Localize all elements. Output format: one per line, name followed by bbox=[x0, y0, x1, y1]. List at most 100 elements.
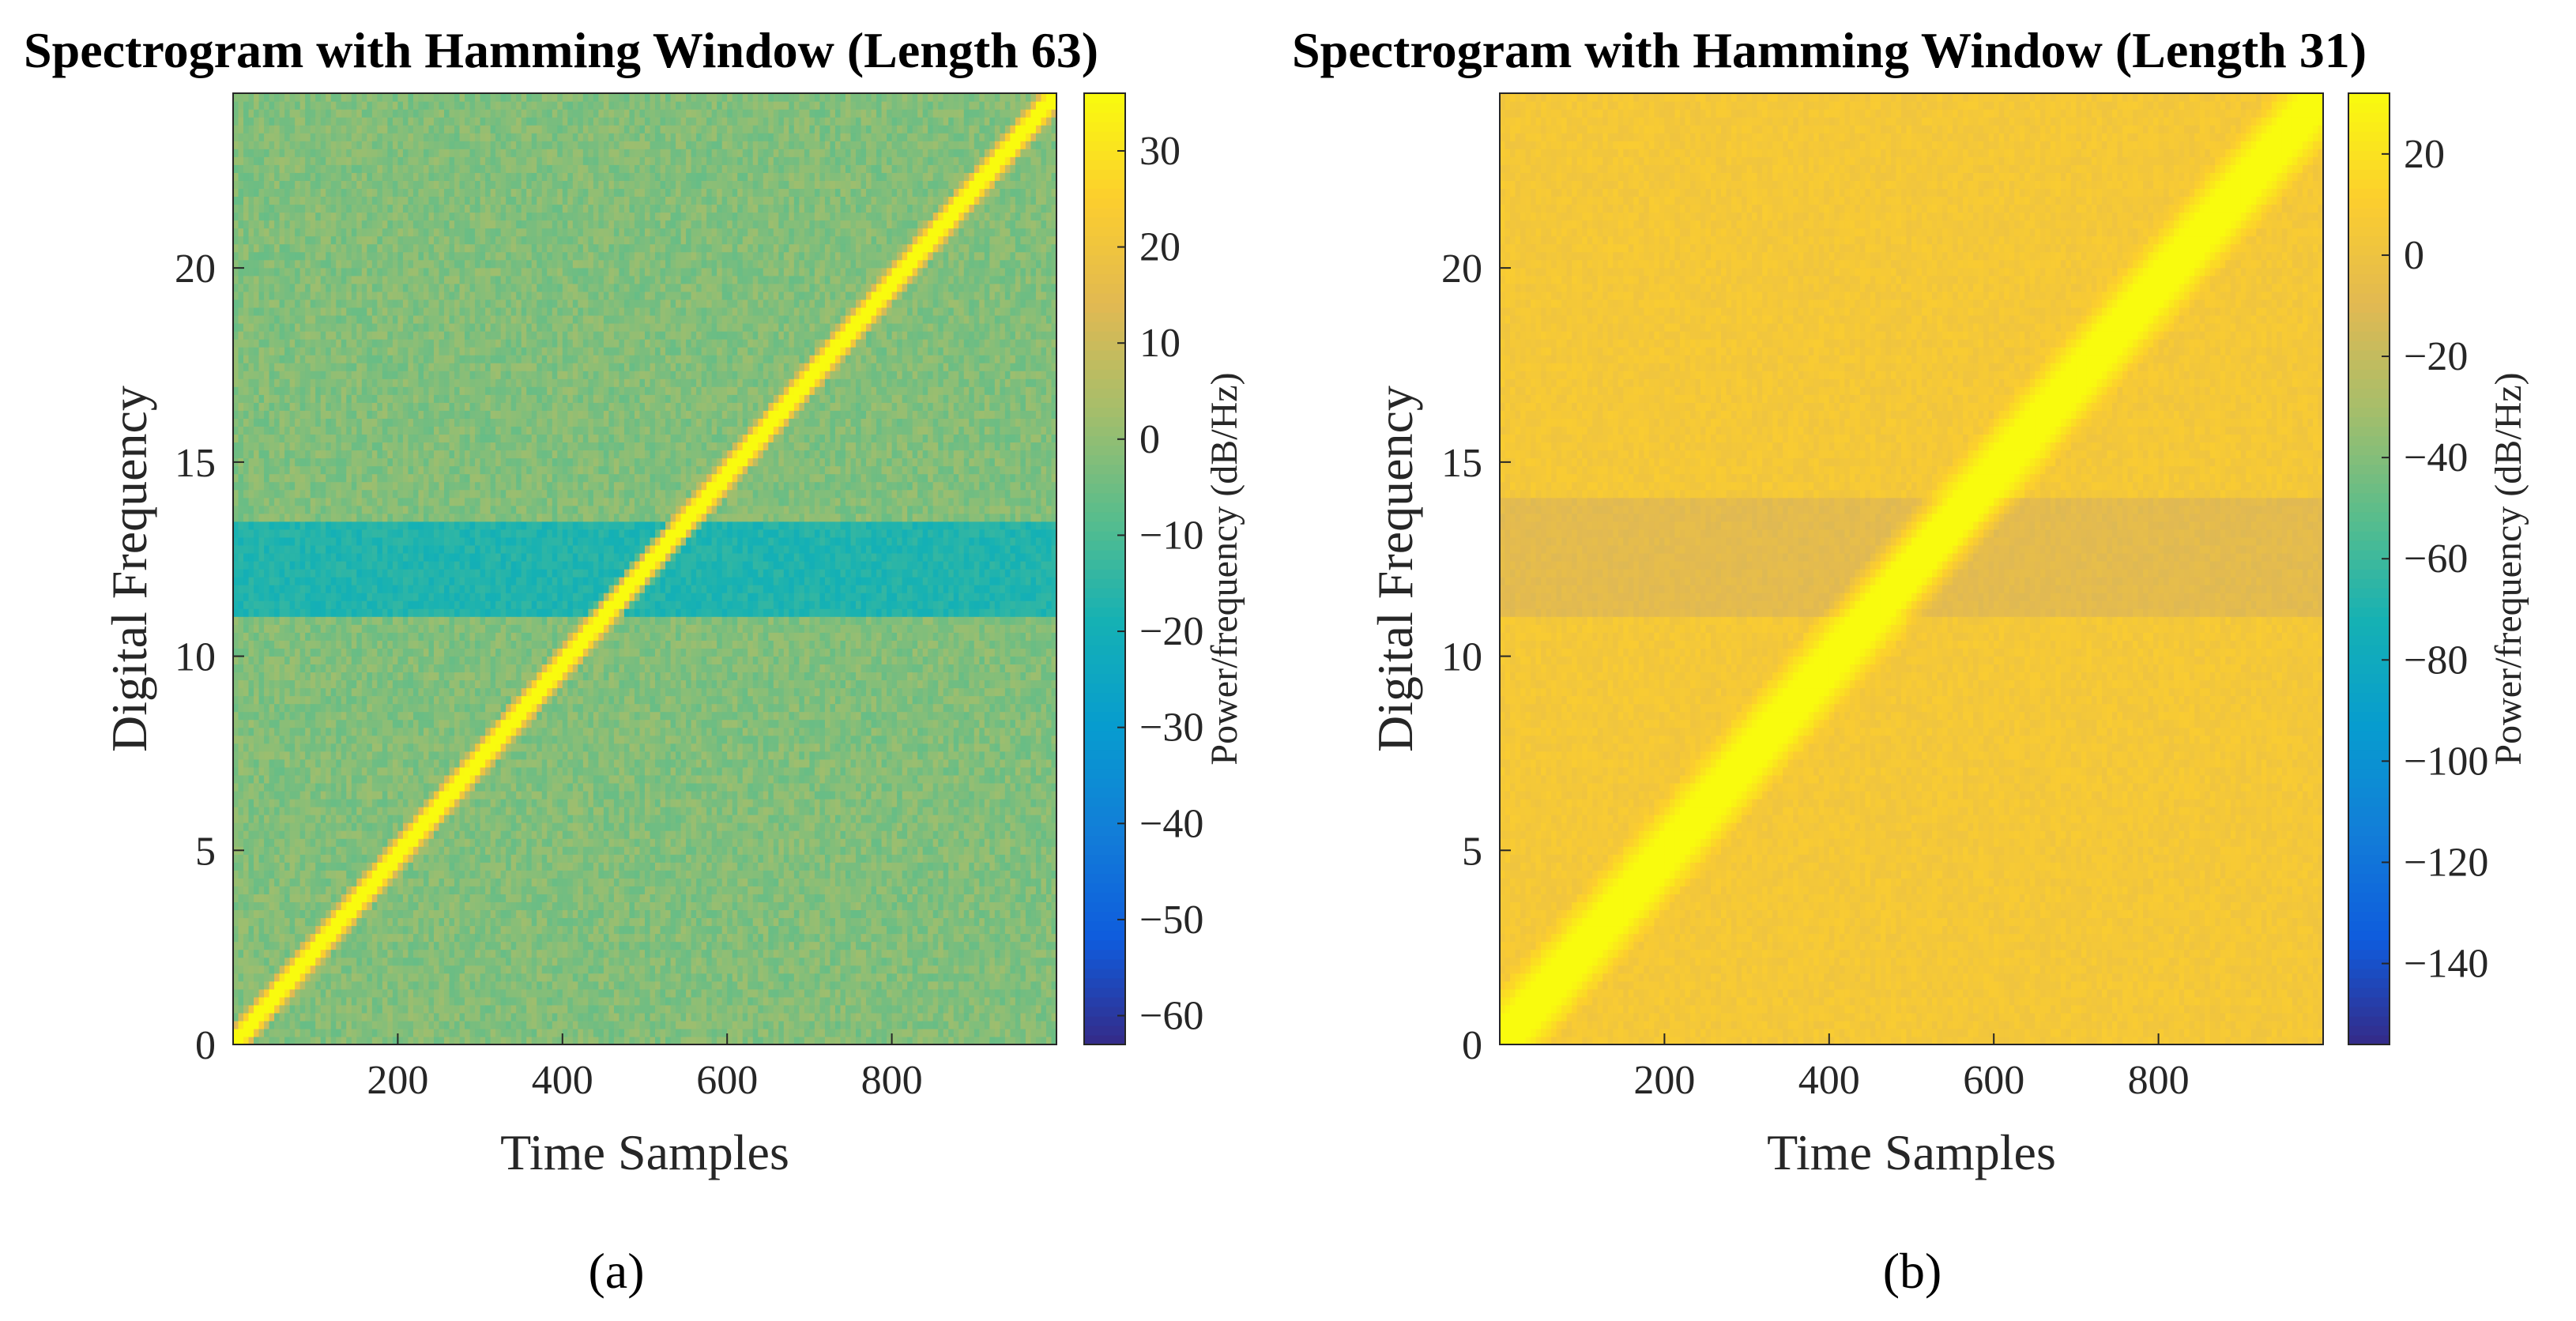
heatmap-cell bbox=[243, 585, 249, 593]
heatmap-cell bbox=[259, 901, 265, 910]
heatmap-cell bbox=[243, 244, 249, 253]
heatmap-cell bbox=[249, 490, 254, 499]
heatmap-cell bbox=[243, 704, 249, 713]
heatmap-cell bbox=[259, 196, 265, 205]
heatmap-cell bbox=[239, 260, 244, 269]
heatmap-cell bbox=[249, 616, 254, 625]
heatmap-cell bbox=[259, 545, 265, 554]
heatmap-cell bbox=[233, 672, 239, 680]
heatmap-cell bbox=[239, 934, 244, 943]
heatmap-cell bbox=[254, 997, 259, 1006]
heatmap-cell bbox=[233, 355, 239, 363]
heatmap-cell bbox=[239, 426, 244, 435]
heatmap-cell bbox=[239, 141, 244, 149]
heatmap-cell bbox=[259, 307, 265, 316]
heatmap-cell bbox=[239, 474, 244, 483]
heatmap-cell bbox=[243, 506, 249, 514]
heatmap-cell bbox=[259, 506, 265, 514]
heatmap-cell bbox=[233, 981, 239, 990]
heatmap-cell bbox=[254, 268, 259, 277]
heatmap-cell bbox=[243, 791, 249, 800]
heatmap-cell bbox=[259, 958, 265, 966]
heatmap-cell bbox=[259, 679, 265, 688]
heatmap-cell bbox=[249, 965, 254, 974]
heatmap-cell bbox=[239, 537, 244, 546]
heatmap-cell bbox=[254, 307, 259, 316]
heatmap-cell bbox=[259, 213, 265, 221]
heatmap-cell bbox=[233, 553, 239, 562]
heatmap-cell bbox=[259, 688, 265, 697]
heatmap-cell bbox=[239, 799, 244, 807]
heatmap-cell bbox=[249, 901, 254, 910]
heatmap-cell bbox=[259, 577, 265, 585]
heatmap-cell bbox=[233, 743, 239, 752]
heatmap-cell bbox=[243, 252, 249, 261]
heatmap-cell bbox=[239, 164, 244, 173]
heatmap-cell bbox=[243, 331, 249, 340]
heatmap-cell bbox=[233, 664, 239, 672]
heatmap-cell bbox=[239, 553, 244, 562]
heatmap-cell bbox=[233, 965, 239, 974]
heatmap-cell bbox=[254, 323, 259, 332]
heatmap-cell bbox=[259, 498, 265, 506]
heatmap-cell bbox=[233, 822, 239, 831]
heatmap-cell bbox=[254, 276, 259, 284]
heatmap-cell bbox=[243, 426, 249, 435]
heatmap-cell bbox=[259, 244, 265, 253]
heatmap-cell bbox=[233, 791, 239, 800]
heatmap-cell bbox=[239, 783, 244, 792]
heatmap-cell bbox=[264, 981, 269, 990]
heatmap-cell bbox=[243, 624, 249, 633]
heatmap-cell bbox=[243, 997, 249, 1006]
heatmap-cell bbox=[249, 569, 254, 578]
heatmap-cell bbox=[254, 450, 259, 459]
heatmap-cell bbox=[233, 783, 239, 792]
heatmap-cell bbox=[259, 743, 265, 752]
heatmap-cell bbox=[249, 958, 254, 966]
heatmap-cell bbox=[259, 830, 265, 839]
heatmap-cell bbox=[259, 386, 265, 395]
heatmap-cell bbox=[239, 482, 244, 491]
heatmap-cell bbox=[249, 386, 254, 395]
heatmap-cell bbox=[254, 236, 259, 245]
heatmap-cell bbox=[233, 720, 239, 728]
heatmap-cell bbox=[259, 934, 265, 943]
heatmap-cell bbox=[249, 553, 254, 562]
heatmap-cell bbox=[233, 514, 239, 522]
heatmap-cell bbox=[249, 101, 254, 110]
heatmap-cell bbox=[254, 696, 259, 705]
heatmap-cell bbox=[254, 109, 259, 118]
heatmap-cell bbox=[259, 712, 265, 721]
heatmap-cell bbox=[249, 815, 254, 823]
heatmap-cell bbox=[239, 901, 244, 910]
heatmap-cell bbox=[243, 870, 249, 879]
heatmap-cell bbox=[243, 767, 249, 776]
heatmap-cell bbox=[254, 355, 259, 363]
heatmap-cell bbox=[259, 648, 265, 657]
heatmap-cell bbox=[233, 1021, 239, 1029]
heatmap-cell bbox=[254, 942, 259, 950]
heatmap-cell bbox=[254, 394, 259, 403]
heatmap-cell bbox=[243, 958, 249, 966]
heatmap-cell bbox=[239, 315, 244, 324]
heatmap-cell bbox=[243, 292, 249, 300]
heatmap-cell bbox=[254, 339, 259, 348]
heatmap-cell bbox=[239, 632, 244, 641]
heatmap-cell bbox=[239, 410, 244, 419]
heatmap-cell bbox=[249, 545, 254, 554]
heatmap-cell bbox=[249, 117, 254, 126]
heatmap-cell bbox=[254, 93, 259, 102]
heatmap-cell bbox=[249, 228, 254, 237]
heatmap-cell bbox=[259, 394, 265, 403]
heatmap-cell bbox=[254, 1029, 259, 1037]
heatmap-cell bbox=[239, 600, 244, 609]
heatmap-cell bbox=[254, 188, 259, 197]
heatmap-cell bbox=[254, 410, 259, 419]
heatmap-cell bbox=[239, 917, 244, 926]
heatmap-cell bbox=[254, 125, 259, 134]
heatmap-cell bbox=[239, 490, 244, 499]
heatmap-cell bbox=[239, 394, 244, 403]
heatmap-cell bbox=[243, 799, 249, 807]
heatmap-cell bbox=[259, 1021, 265, 1029]
heatmap-cell bbox=[243, 537, 249, 546]
